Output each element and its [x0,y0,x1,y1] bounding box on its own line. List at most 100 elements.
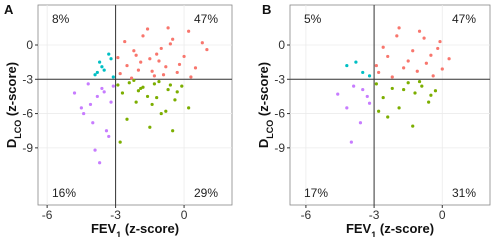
data-point [102,90,106,94]
data-point [134,100,138,104]
data-point [150,102,154,107]
x-tick-label: -6 [301,208,312,222]
data-point [129,76,134,80]
data-point [125,63,129,68]
data-point [440,67,444,71]
data-point [132,78,136,83]
data-point [182,54,186,59]
data-point [152,82,156,86]
data-point [132,49,136,53]
data-point [164,65,168,69]
data-point [91,121,95,125]
data-point [107,52,111,56]
quadrant-label: 17% [304,186,328,200]
data-point [136,89,141,93]
data-point [189,75,193,79]
y-axis-label: DLCO (z-score) [4,62,23,148]
x-tick-label: -3 [110,208,121,222]
data-point [336,92,340,96]
data-point [88,102,93,107]
data-point [139,60,143,64]
data-point [148,125,152,129]
y-tick-label: -3 [22,72,33,86]
data-point [171,129,175,133]
data-point [118,140,122,144]
data-point [354,60,358,64]
data-point [102,68,106,72]
data-point [429,53,433,57]
data-point [402,87,406,92]
data-point [168,83,172,87]
data-point [358,121,363,125]
data-point [109,100,113,104]
data-point [345,106,349,110]
panel-label: B [262,2,271,17]
data-point [155,52,159,56]
data-point [422,36,426,40]
y-tick-label: 0 [278,38,285,52]
data-point [79,106,83,110]
y-axis-label-main: D [4,139,19,148]
x-tick-label: 0 [181,208,188,222]
data-point [447,57,451,61]
data-point [127,81,131,85]
data-point [116,55,120,60]
data-point [95,70,99,75]
x-tick-label: -3 [369,208,380,222]
data-point [150,69,154,73]
data-point [397,26,401,30]
data-point [390,75,394,79]
data-point [109,57,113,61]
x-axis-label-sub: 1 [116,230,121,237]
data-point [438,39,442,44]
data-point [111,84,115,88]
y-axis-label-main: D [256,139,271,148]
data-point [367,101,372,105]
plot-background [289,4,491,206]
y-axis-label-sub: LCO [13,120,23,139]
data-point [111,75,115,79]
data-point [377,109,381,113]
data-point [104,129,109,133]
quadrant-label: 16% [52,186,76,200]
data-point [164,109,168,113]
data-point [168,42,172,46]
data-point [406,81,410,85]
data-point [345,63,349,68]
data-point [125,117,129,121]
y-tick-label: 0 [26,38,33,52]
data-point [171,37,175,41]
data-point [395,34,399,38]
data-point [187,106,191,110]
data-point [352,84,356,88]
y-tick-label: -9 [22,141,33,155]
y-axis-label: DLCO (z-score) [256,62,275,148]
data-point [98,60,102,64]
data-point [82,111,86,116]
data-point [86,82,90,86]
data-point [361,87,365,92]
x-axis-label-main: FEV [346,221,372,236]
data-point [374,63,378,68]
x-tick-label: 0 [439,208,446,222]
data-point [136,68,141,72]
data-point [411,124,415,128]
quadrant-label: 8% [52,12,70,26]
data-point [381,45,385,49]
data-point [120,91,125,95]
data-point [100,86,104,91]
data-point [390,86,394,91]
data-point [98,161,102,165]
data-point [365,94,369,99]
data-point [424,61,428,65]
data-point [402,66,406,70]
data-point [386,54,390,59]
data-point [100,65,104,69]
data-point [157,79,161,84]
quadrant-label: 47% [194,12,218,26]
data-point [180,84,184,88]
data-point [367,74,372,78]
